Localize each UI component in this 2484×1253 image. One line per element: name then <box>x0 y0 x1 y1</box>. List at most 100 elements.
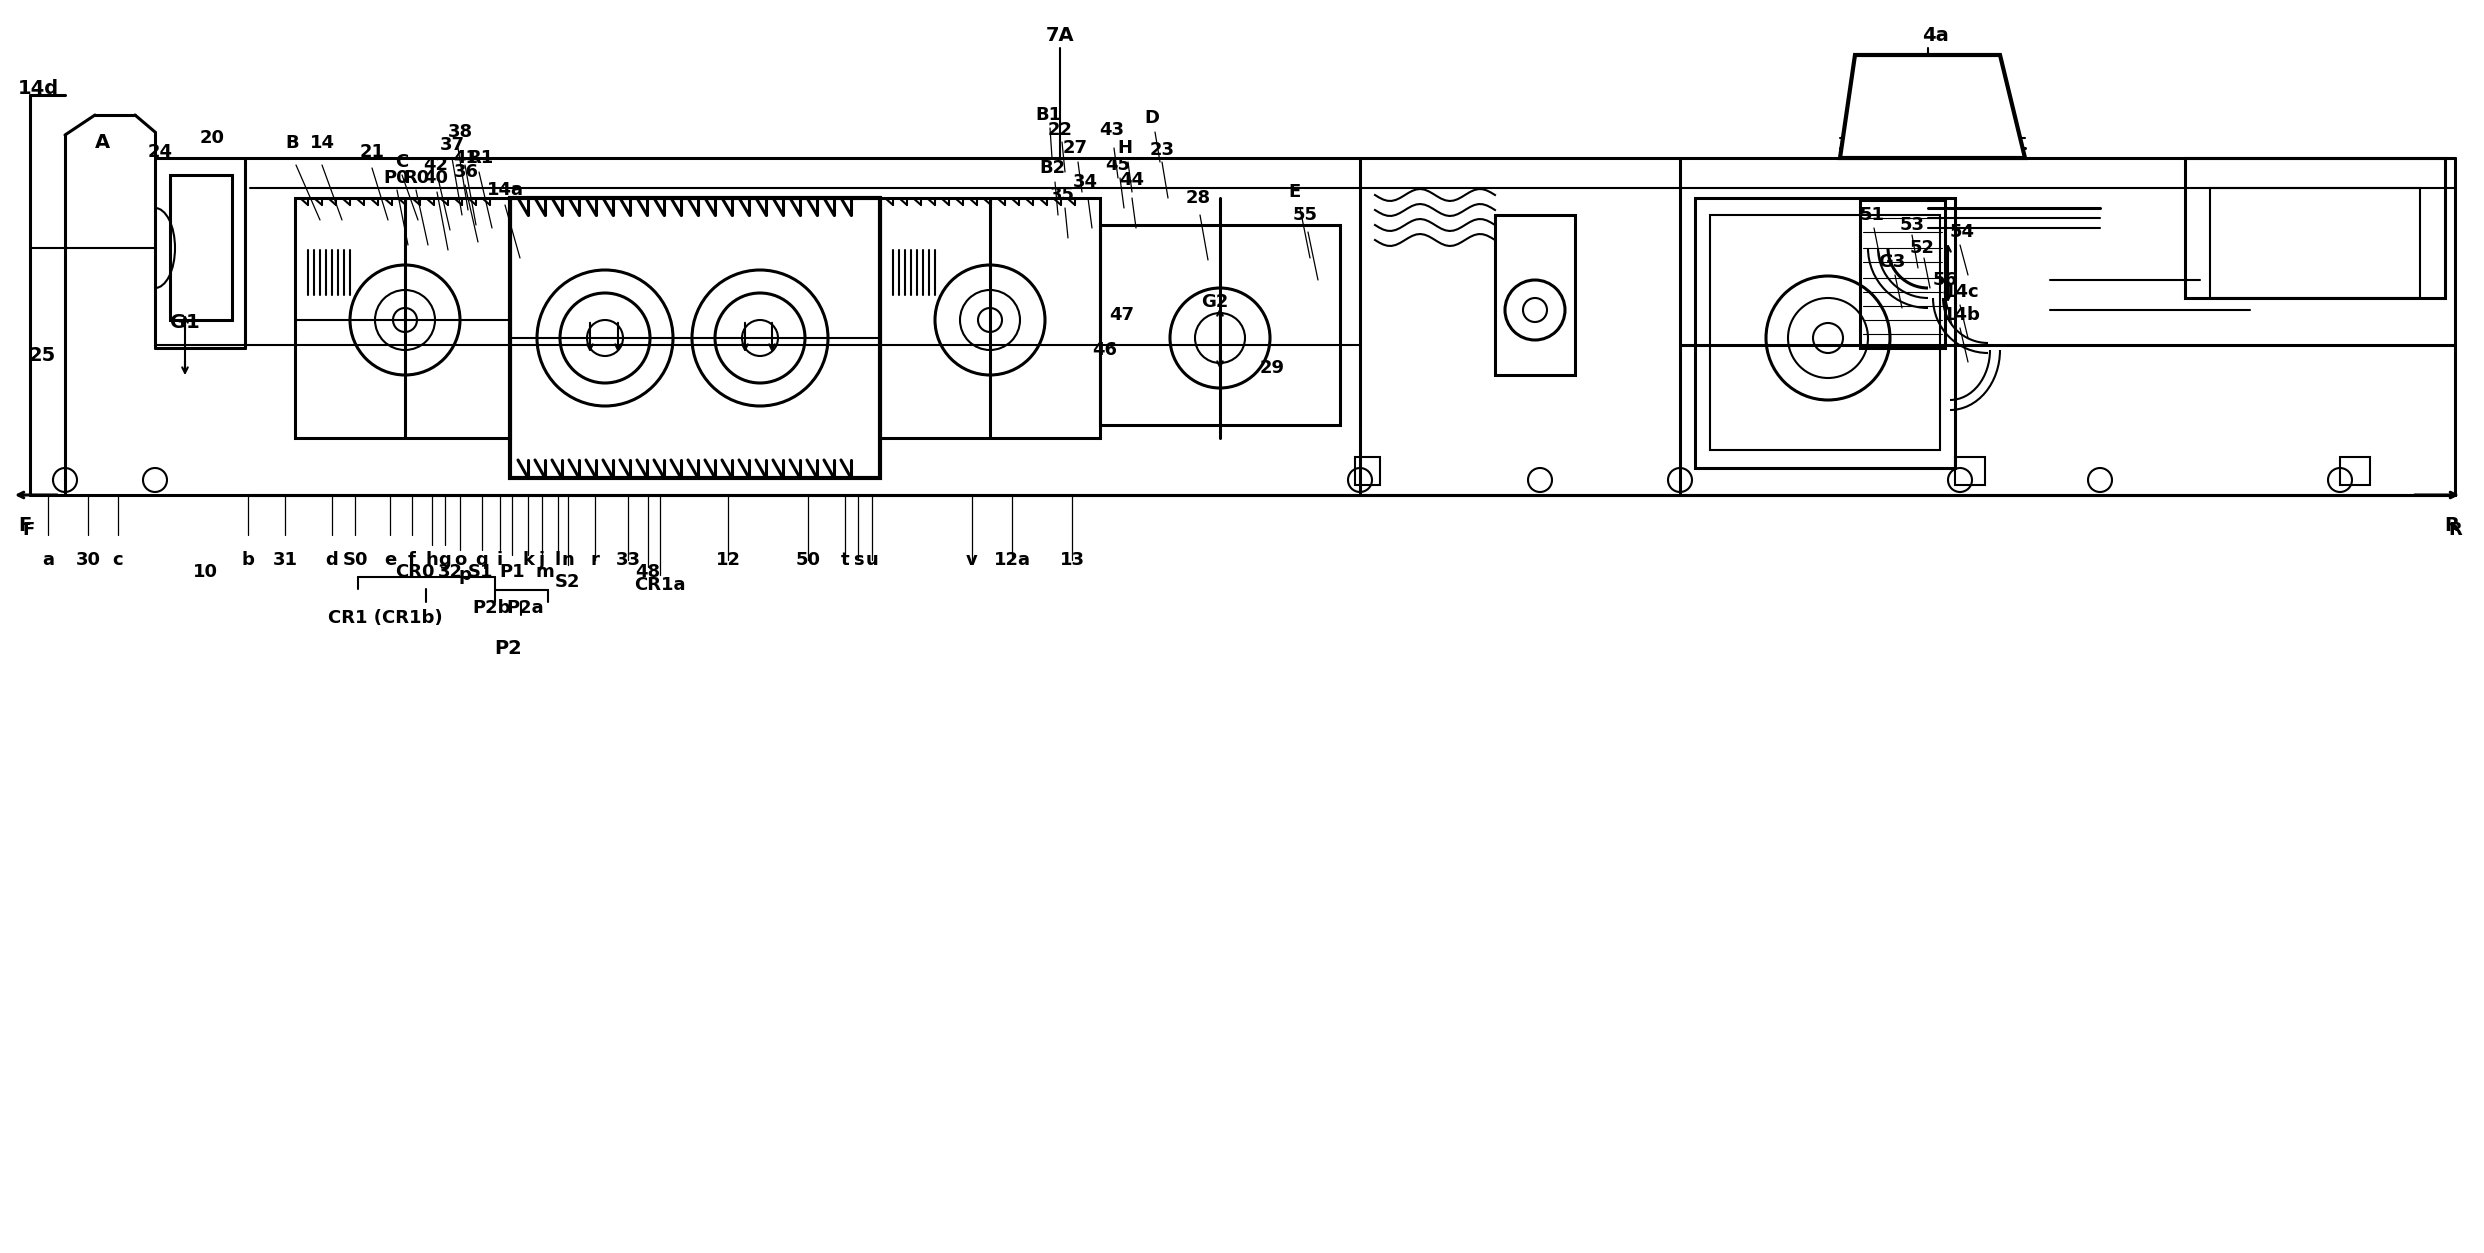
Text: C: C <box>395 153 410 170</box>
Text: 29: 29 <box>1259 360 1284 377</box>
Text: g: g <box>440 551 452 569</box>
Text: E: E <box>1289 183 1302 200</box>
Text: G3: G3 <box>1878 253 1905 271</box>
Text: a: a <box>42 551 55 569</box>
Text: R1: R1 <box>467 149 494 167</box>
Text: 45: 45 <box>1105 157 1130 174</box>
Text: 52: 52 <box>1910 239 1935 257</box>
Text: A: A <box>94 133 109 152</box>
Bar <box>509 198 879 477</box>
Text: u: u <box>864 551 879 569</box>
Text: R0: R0 <box>402 169 430 187</box>
Bar <box>1694 198 1955 469</box>
Text: 56: 56 <box>1933 271 1957 289</box>
Text: 12: 12 <box>715 551 740 569</box>
Bar <box>1861 200 1945 348</box>
Text: n: n <box>561 551 574 569</box>
Bar <box>1354 457 1381 485</box>
Text: 53: 53 <box>1900 216 1925 234</box>
Text: 14: 14 <box>310 134 335 152</box>
Text: k: k <box>522 551 534 569</box>
Text: v: v <box>966 551 979 569</box>
Text: j: j <box>539 551 544 569</box>
Text: 38: 38 <box>447 123 472 142</box>
Text: q: q <box>474 551 489 569</box>
Bar <box>1955 457 1985 485</box>
Text: 36: 36 <box>455 163 479 180</box>
Bar <box>2186 158 2444 298</box>
Text: 42: 42 <box>422 157 450 174</box>
Bar <box>1100 226 1339 425</box>
Text: H: H <box>1118 139 1133 157</box>
Text: S0: S0 <box>343 551 368 569</box>
Text: 40: 40 <box>422 169 450 187</box>
Bar <box>296 198 509 439</box>
Text: P2: P2 <box>494 639 522 658</box>
Text: 22: 22 <box>1048 122 1073 139</box>
Text: e: e <box>385 551 395 569</box>
Text: 54: 54 <box>1950 223 1975 241</box>
Text: F: F <box>17 515 32 535</box>
Text: G2: G2 <box>1202 293 1230 311</box>
Text: p: p <box>460 566 472 584</box>
Text: B1: B1 <box>1036 107 1061 124</box>
Text: 14b: 14b <box>1942 306 1980 325</box>
Text: F: F <box>22 521 35 539</box>
Text: i: i <box>497 551 504 569</box>
Text: 33: 33 <box>616 551 641 569</box>
Text: 21: 21 <box>360 143 385 160</box>
Bar <box>879 198 1100 439</box>
Text: S1: S1 <box>467 563 492 581</box>
Text: 41: 41 <box>455 149 479 167</box>
Text: R: R <box>2444 515 2459 535</box>
Text: 23: 23 <box>1150 142 1175 159</box>
Text: m: m <box>537 563 554 581</box>
Bar <box>2340 457 2370 485</box>
Bar <box>1709 216 1940 450</box>
Text: 10: 10 <box>191 563 219 581</box>
Text: 27: 27 <box>1063 139 1088 157</box>
Text: 7A: 7A <box>1046 25 1073 45</box>
Text: CR1a: CR1a <box>633 576 686 594</box>
Text: 14a: 14a <box>487 180 524 199</box>
Text: 30: 30 <box>75 551 99 569</box>
Text: 35: 35 <box>1051 185 1076 204</box>
Text: 14d: 14d <box>17 79 60 98</box>
Text: S2: S2 <box>556 573 581 591</box>
Text: R: R <box>2449 521 2462 539</box>
Text: c: c <box>112 551 124 569</box>
Text: l: l <box>554 551 561 569</box>
Bar <box>1495 216 1575 375</box>
Text: 46: 46 <box>1093 341 1118 360</box>
Text: P0: P0 <box>383 169 410 187</box>
Text: 37: 37 <box>440 137 465 154</box>
Text: B2: B2 <box>1038 159 1066 177</box>
Text: 28: 28 <box>1185 189 1210 207</box>
Text: 34: 34 <box>1073 173 1098 190</box>
Text: P1: P1 <box>499 563 524 581</box>
Text: 50: 50 <box>795 551 820 569</box>
Text: 44: 44 <box>1120 170 1145 189</box>
Text: d: d <box>325 551 338 569</box>
Text: 20: 20 <box>199 129 224 147</box>
Text: 51: 51 <box>1861 205 1885 224</box>
Bar <box>2211 188 2419 298</box>
Text: 47: 47 <box>1110 306 1135 325</box>
Text: P2b: P2b <box>472 599 512 616</box>
Text: 55: 55 <box>1292 205 1317 224</box>
Text: 43: 43 <box>1100 122 1125 139</box>
Text: 12a: 12a <box>994 551 1031 569</box>
Text: t: t <box>840 551 850 569</box>
Text: 31: 31 <box>273 551 298 569</box>
Text: 13: 13 <box>1061 551 1086 569</box>
Text: D: D <box>1145 109 1160 127</box>
Text: o: o <box>455 551 467 569</box>
Text: G1: G1 <box>169 312 199 332</box>
Text: f: f <box>407 551 415 569</box>
Text: CR0: CR0 <box>395 563 435 581</box>
Text: P2a: P2a <box>507 599 544 616</box>
Text: 32: 32 <box>437 563 462 581</box>
Text: 14c: 14c <box>1945 283 1980 301</box>
Polygon shape <box>1841 55 2024 158</box>
Text: b: b <box>241 551 253 569</box>
